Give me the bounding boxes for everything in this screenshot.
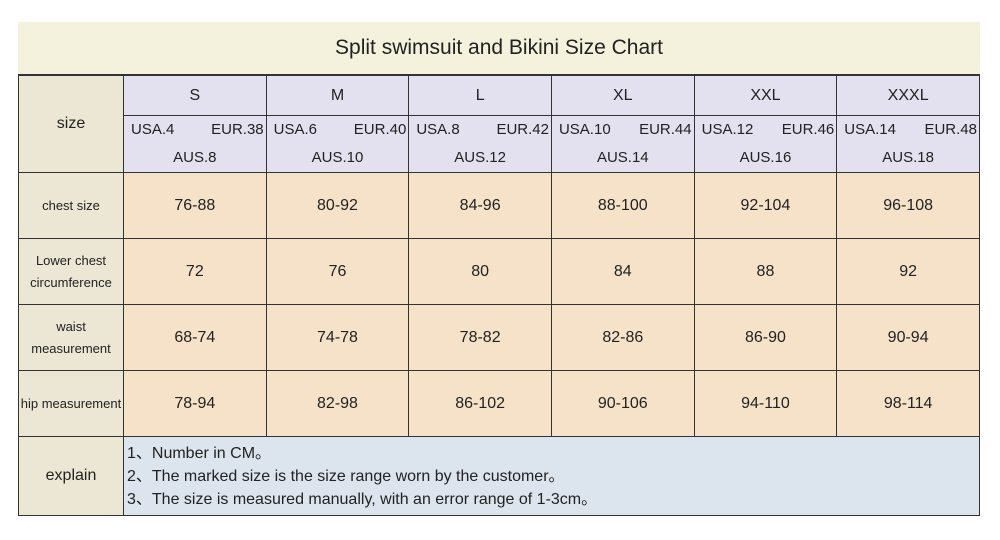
conversion-line: USA.8 EUR.42 — [409, 116, 551, 144]
conversion-line: USA.12 EUR.46 — [695, 116, 837, 144]
usa-size: USA.4 — [131, 121, 175, 138]
measurement-value: 82-86 — [550, 304, 695, 371]
size-conversion: USA.4 EUR.38 AUS.8 — [123, 115, 267, 173]
row-label: waist measurement — [18, 304, 124, 371]
size-table: size S M L XL XXL XXXL USA.4 EUR.38 AUS.8 USA.6 EUR… — [18, 75, 980, 516]
usa-size: USA.14 — [844, 121, 896, 138]
measurement-value: 86-90 — [693, 304, 838, 371]
measurement-value: 76-88 — [123, 172, 267, 239]
explain-line: 1、Number in CM。 — [127, 444, 272, 462]
aus-size: AUS.10 — [311, 149, 364, 166]
aus-size: AUS.16 — [739, 149, 792, 166]
size-conversion-row: USA.4 EUR.38 AUS.8 USA.6 EUR.40 AUS.10 USA.8 EU… — [19, 115, 980, 173]
explain-row: explain 1、Number in CM。 2、The marked size … — [18, 436, 980, 516]
explain-line: 2、The marked size is the size range worn… — [127, 467, 565, 485]
size-chart: Split swimsuit and Bikini Size Chart siz… — [18, 22, 980, 516]
conversion-line: USA.14 EUR.48 — [837, 116, 979, 144]
usa-size: USA.10 — [558, 121, 611, 138]
measurement-value: 90-106 — [550, 370, 695, 437]
measurement-value: 86-102 — [408, 370, 552, 437]
measurement-value: 84 — [550, 238, 695, 305]
size-name: L — [408, 75, 552, 116]
measurement-value: 78-82 — [408, 304, 552, 371]
measurement-value: 94-110 — [693, 370, 838, 437]
measurement-row: waist measurement 68-74 74-78 78-82 82-86 86-… — [18, 304, 980, 371]
size-conversion: USA.10 EUR.44 AUS.14 — [550, 115, 695, 173]
measurement-value: 96-108 — [836, 172, 980, 239]
row-label: Lower chest circumference — [18, 238, 124, 305]
usa-size: USA.12 — [701, 121, 754, 138]
measurement-value: 84-96 — [408, 172, 552, 239]
eur-size: EUR.44 — [639, 121, 692, 138]
measurement-value: 74-78 — [265, 304, 410, 371]
conversion-line: USA.10 EUR.44 — [552, 116, 694, 144]
usa-size: USA.6 — [273, 121, 318, 138]
row-label: chest size — [18, 172, 124, 239]
conversion-line: USA.6 EUR.40 — [267, 116, 409, 144]
measurement-value: 78-94 — [123, 370, 267, 437]
chart-title: Split swimsuit and Bikini Size Chart — [18, 22, 980, 75]
aus-size: AUS.12 — [454, 149, 506, 166]
measurement-row: chest size 76-88 80-92 84-96 88-100 92-104 96-… — [18, 172, 980, 239]
aus-size: AUS.8 — [173, 149, 217, 166]
aus-size: AUS.18 — [882, 149, 934, 166]
measurement-value: 92-104 — [693, 172, 838, 239]
size-conversion: USA.6 EUR.40 AUS.10 — [265, 115, 410, 173]
usa-size: USA.8 — [416, 121, 460, 138]
size-name: S — [123, 75, 267, 116]
size-conversion: USA.14 EUR.48 AUS.18 — [836, 115, 980, 173]
size-label: size — [18, 75, 124, 173]
measurement-value: 80 — [408, 238, 552, 305]
size-name: XXL — [693, 75, 838, 116]
explain-notes: 1、Number in CM。 2、The marked size is the … — [123, 436, 980, 516]
size-name: XXXL — [836, 75, 980, 116]
eur-size: EUR.40 — [353, 121, 407, 138]
measurement-value: 68-74 — [123, 304, 267, 371]
measurement-value: 92 — [836, 238, 980, 305]
eur-size: EUR.48 — [924, 121, 977, 138]
aus-size: AUS.14 — [596, 149, 649, 166]
size-header-row: size S M L XL XXL XXXL — [18, 75, 980, 173]
eur-size: EUR.42 — [496, 121, 549, 138]
measurement-value: 76 — [265, 238, 410, 305]
measurement-row: hip measurement 78-94 82-98 86-102 90-106 94-… — [18, 370, 980, 437]
measurement-value: 88 — [693, 238, 838, 305]
row-label: hip measurement — [18, 370, 124, 437]
measurement-value: 82-98 — [265, 370, 410, 437]
measurement-row: Lower chest circumference 72 76 80 84 88 92 — [18, 238, 980, 305]
explain-label: explain — [18, 436, 124, 516]
measurement-value: 88-100 — [550, 172, 695, 239]
conversion-line: USA.4 EUR.38 — [124, 116, 266, 144]
eur-size: EUR.46 — [781, 121, 835, 138]
explain-line: 3、The size is measured manually, with an… — [127, 490, 598, 508]
measurement-value: 72 — [123, 238, 267, 305]
size-conversion: USA.8 EUR.42 AUS.12 — [408, 115, 552, 173]
size-name: M — [265, 75, 410, 116]
size-conversion: USA.12 EUR.46 AUS.16 — [693, 115, 838, 173]
eur-size: EUR.38 — [211, 121, 264, 138]
measurement-value: 98-114 — [836, 370, 980, 437]
size-name: XL — [550, 75, 695, 116]
measurement-value: 80-92 — [265, 172, 410, 239]
measurement-value: 90-94 — [836, 304, 980, 371]
